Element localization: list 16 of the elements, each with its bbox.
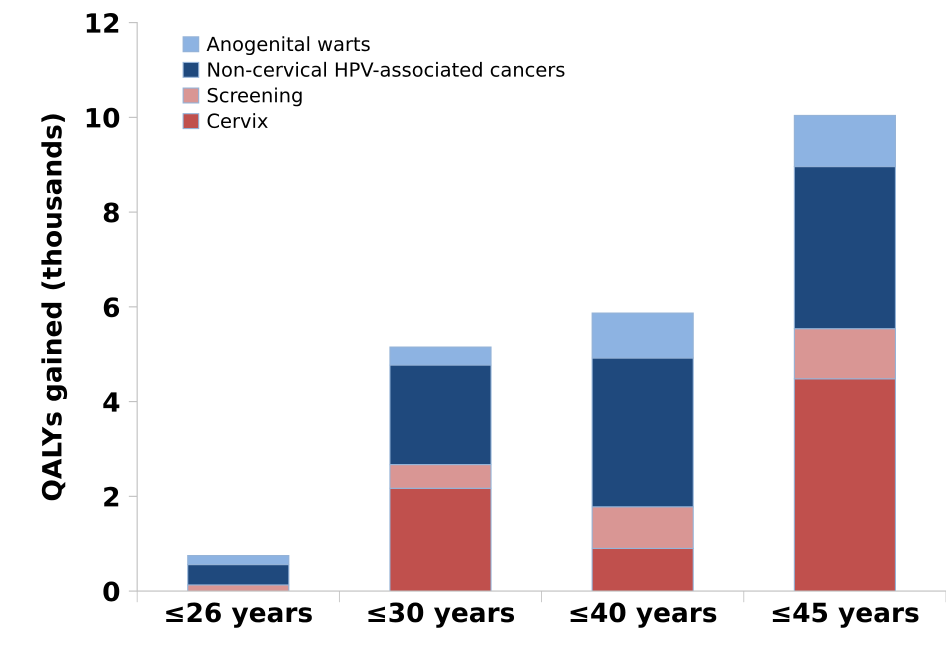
y-axis-title: QALYs gained (thousands) [41, 114, 68, 500]
y-tick-label: 8 [104, 202, 119, 223]
y-tick-label: 6 [104, 297, 120, 318]
y-tick-label: 0 [103, 582, 120, 602]
legend-label: Screening [208, 87, 302, 106]
x-tick-label: ≤40 years [570, 602, 716, 628]
y-tick-label: 2 [104, 486, 118, 506]
x-tick-label: ≤30 years [368, 602, 514, 628]
legend-label: Anogenital warts [206, 36, 370, 56]
legend-label: Cervix [208, 113, 268, 128]
x-tick-label: ≤26 years [166, 602, 312, 628]
x-tick-label: ≤45 years [772, 602, 918, 628]
y-tick-label: 12 [86, 13, 118, 33]
y-tick-label: 4 [103, 392, 120, 412]
y-tick-label: 10 [86, 108, 120, 128]
legend-label: Non-cervical HPV-associated cancers [208, 62, 564, 77]
